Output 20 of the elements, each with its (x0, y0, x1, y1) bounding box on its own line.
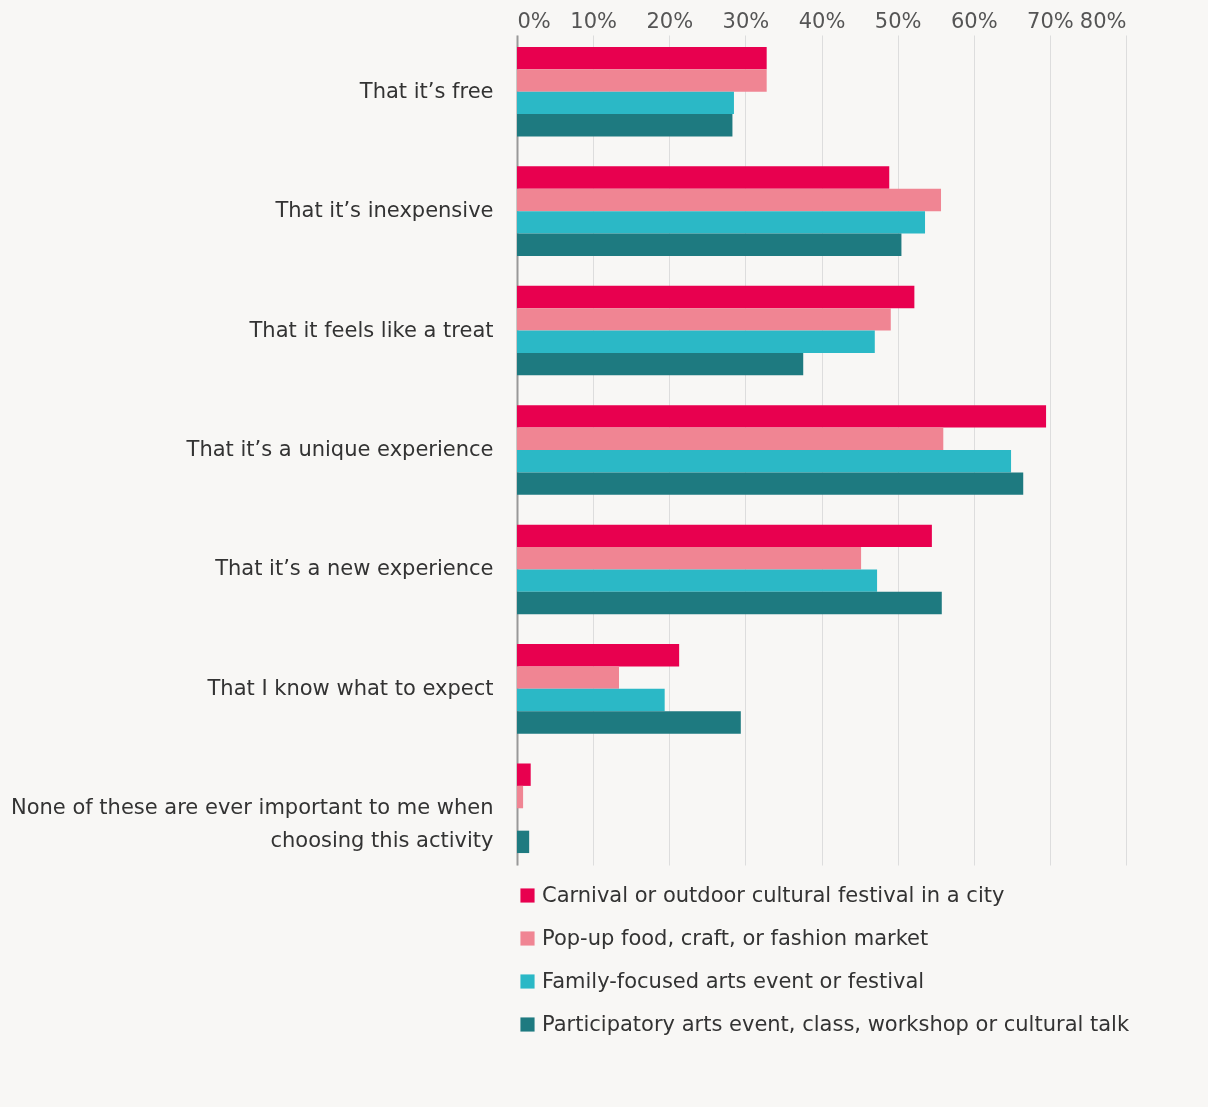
x-tick-label: 40% (798, 8, 846, 33)
y-tick-label: None of these are ever important to me when choosing this activity (10, 795, 494, 853)
x-tick-label: 0% (517, 8, 551, 33)
y-tick-label: That it’s free (358, 78, 494, 103)
legend-label: Participatory arts event, class, workshop or cultural talk (542, 1011, 1130, 1036)
x-tick-label: 30% (722, 8, 770, 33)
legend-label: Family-focused arts event or festival (542, 968, 925, 993)
y-tick-label: That it feels like a treat (248, 317, 494, 342)
y-tick-label: That I know what to expect (206, 675, 494, 700)
legend-label: Carnival or outdoor cultural festival in a city (542, 882, 1005, 907)
y-tick-label: That it’s a new experience (214, 556, 494, 581)
x-tick-label: 50% (874, 8, 922, 33)
x-tick-label: 80% (1079, 8, 1127, 33)
x-tick-label: 10% (570, 8, 617, 33)
legend-label: Pop-up food, craft, or fashion market (542, 925, 929, 950)
y-tick-label: That it’s a unique experience (185, 437, 494, 461)
x-tick-label: 20% (646, 8, 694, 33)
y-tick-label: That it’s inexpensive (274, 198, 494, 223)
x-tick-label: 70% (1027, 8, 1074, 33)
x-tick-label: 60% (950, 8, 998, 33)
